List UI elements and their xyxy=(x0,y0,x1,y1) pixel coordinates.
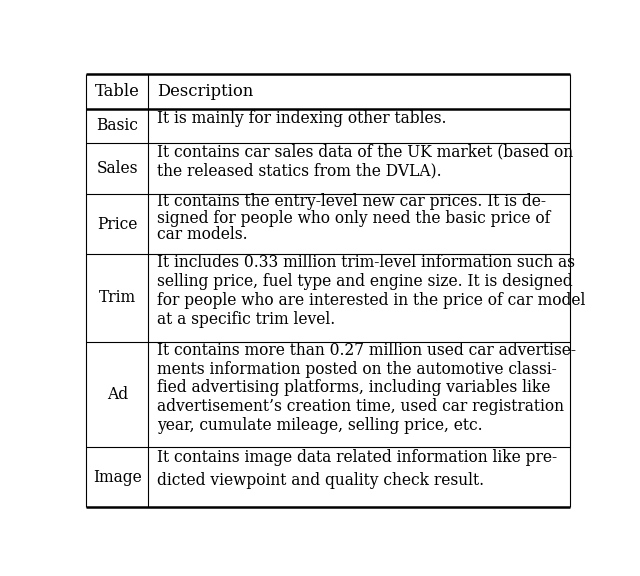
Text: car models.: car models. xyxy=(157,226,248,244)
Text: Price: Price xyxy=(97,215,138,233)
Text: It contains the entry-level new car prices. It is de-: It contains the entry-level new car pric… xyxy=(157,193,546,210)
Text: It contains image data related information like pre-: It contains image data related informati… xyxy=(157,449,557,466)
Text: It contains more than 0.27 million used car advertise-: It contains more than 0.27 million used … xyxy=(157,342,576,359)
Text: year, cumulate mileage, selling price, etc.: year, cumulate mileage, selling price, e… xyxy=(157,417,483,434)
Text: Sales: Sales xyxy=(97,160,138,177)
Text: It is mainly for indexing other tables.: It is mainly for indexing other tables. xyxy=(157,109,446,127)
Text: signed for people who only need the basic price of: signed for people who only need the basi… xyxy=(157,210,550,227)
Text: dicted viewpoint and quality check result.: dicted viewpoint and quality check resul… xyxy=(157,472,484,489)
Text: Trim: Trim xyxy=(99,290,136,306)
Text: at a specific trim level.: at a specific trim level. xyxy=(157,312,335,328)
Text: Description: Description xyxy=(157,83,253,100)
Text: It contains car sales data of the UK market (based on: It contains car sales data of the UK mar… xyxy=(157,143,573,160)
Text: for people who are interested in the price of car model: for people who are interested in the pri… xyxy=(157,293,585,309)
Text: fied advertising platforms, including variables like: fied advertising platforms, including va… xyxy=(157,380,550,396)
Text: Image: Image xyxy=(93,469,141,486)
Text: advertisement’s creation time, used car registration: advertisement’s creation time, used car … xyxy=(157,398,564,415)
Text: Ad: Ad xyxy=(107,386,128,403)
Text: selling price, fuel type and engine size. It is designed: selling price, fuel type and engine size… xyxy=(157,273,573,290)
Text: Basic: Basic xyxy=(96,117,138,134)
Text: Table: Table xyxy=(95,83,140,100)
Text: It includes 0.33 million trim-level information such as: It includes 0.33 million trim-level info… xyxy=(157,254,575,271)
Text: ments information posted on the automotive classi-: ments information posted on the automoti… xyxy=(157,361,557,378)
Text: the released statics from the DVLA).: the released statics from the DVLA). xyxy=(157,163,442,180)
